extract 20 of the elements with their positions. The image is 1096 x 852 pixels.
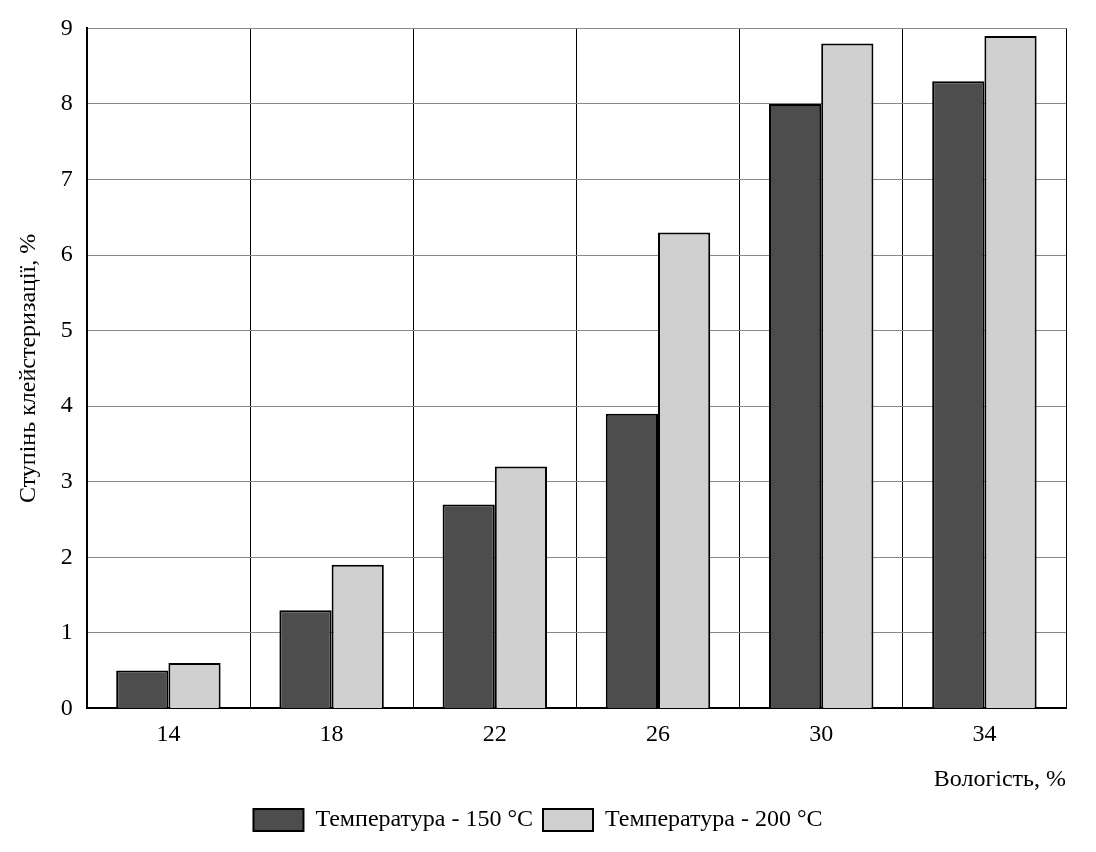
x-tick-label: 14	[156, 720, 181, 747]
y-tick-label: 9	[60, 13, 73, 40]
y-tick-label: 6	[60, 240, 73, 267]
y-tick-label: 8	[60, 89, 73, 116]
y-tick-label: 0	[60, 693, 73, 720]
x-axis-title: Вологість, %	[933, 764, 1066, 791]
y-tick-label: 1	[60, 618, 73, 645]
y-axis-title: Ступінь клейстеризації, %	[13, 233, 40, 504]
x-tick-label: 22	[482, 720, 507, 747]
y-tick-label: 7	[60, 164, 73, 191]
y-tick-label: 2	[60, 542, 73, 569]
x-tick-label: 30	[809, 720, 834, 747]
y-tick-label: 3	[60, 467, 73, 494]
x-tick-label: 26	[646, 720, 670, 747]
y-tick-label: 5	[60, 315, 73, 342]
x-tick-label: 34	[972, 720, 997, 747]
legend-label: Температура - 200 °C	[605, 805, 823, 832]
y-tick-label: 4	[60, 391, 73, 418]
x-tick-label: 18	[319, 720, 344, 747]
legend-label: Температура - 150 °C	[315, 805, 534, 832]
